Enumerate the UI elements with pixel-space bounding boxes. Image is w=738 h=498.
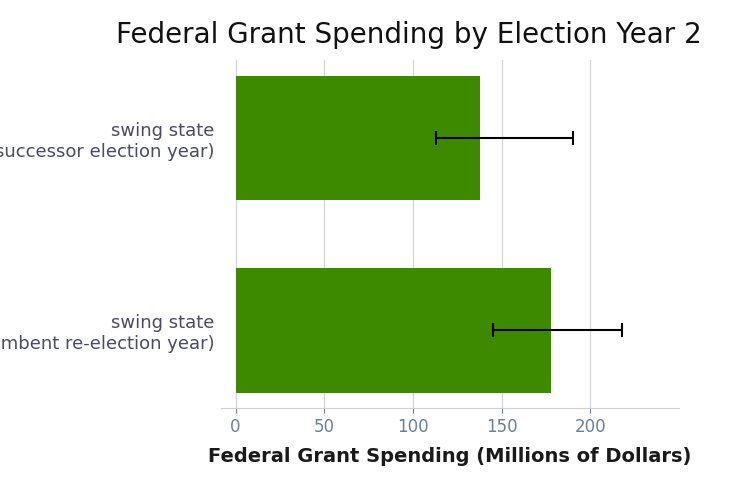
Bar: [235, 267, 551, 392]
Text: Federal Grant Spending by Election Year 2: Federal Grant Spending by Election Year …: [116, 21, 702, 49]
X-axis label: Federal Grant Spending (Millions of Dollars): Federal Grant Spending (Millions of Doll…: [209, 447, 692, 466]
Bar: [235, 76, 480, 201]
